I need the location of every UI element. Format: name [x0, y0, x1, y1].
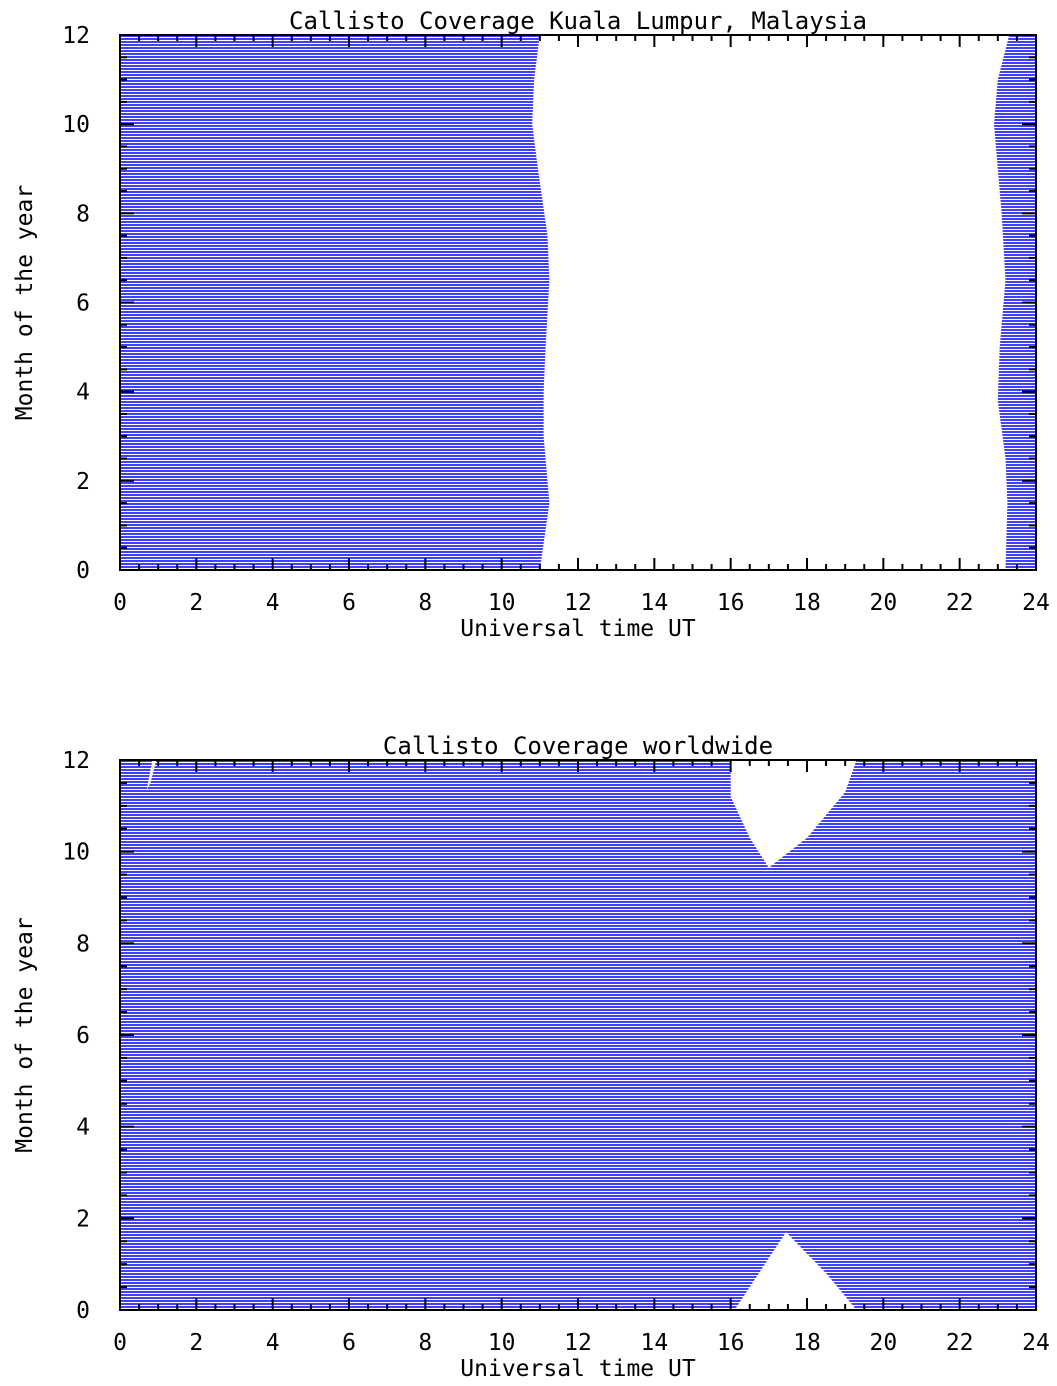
x-tick-label: 14 [640, 1330, 668, 1356]
y-tick-label: 4 [76, 1115, 90, 1141]
y-tick-label: 12 [62, 748, 90, 774]
x-tick-label: 14 [640, 590, 668, 616]
x-tick-label: 4 [266, 1330, 280, 1356]
x-tick-label: 8 [418, 590, 432, 616]
x-tick-label: 10 [488, 1330, 516, 1356]
y-tick-label: 4 [76, 380, 90, 406]
y-tick-label: 2 [76, 1206, 90, 1232]
chart-title: Callisto Coverage Kuala Lumpur, Malaysia [289, 7, 867, 35]
x-tick-label: 0 [113, 590, 127, 616]
y-tick-label: 2 [76, 469, 90, 495]
y-tick-label: 8 [76, 201, 90, 227]
y-tick-label: 0 [76, 1298, 90, 1324]
x-tick-label: 2 [189, 590, 203, 616]
y-tick-label: 10 [62, 112, 90, 138]
x-tick-label: 22 [946, 590, 974, 616]
x-tick-label: 18 [793, 1330, 821, 1356]
y-tick-label: 0 [76, 558, 90, 584]
x-axis-label: Universal time UT [460, 616, 696, 642]
x-tick-label: 12 [564, 1330, 592, 1356]
y-axis-label: Month of the year [12, 185, 38, 420]
x-tick-label: 0 [113, 1330, 127, 1356]
y-tick-label: 12 [62, 23, 90, 49]
x-tick-label: 20 [869, 1330, 897, 1356]
x-tick-label: 16 [717, 590, 745, 616]
chart-title: Callisto Coverage worldwide [383, 732, 773, 760]
x-tick-label: 22 [946, 1330, 974, 1356]
y-tick-label: 6 [76, 1023, 90, 1049]
x-axis-label: Universal time UT [460, 1356, 696, 1381]
x-tick-label: 6 [342, 1330, 356, 1356]
y-tick-label: 10 [62, 840, 90, 866]
x-tick-label: 10 [488, 590, 516, 616]
x-tick-label: 24 [1022, 590, 1050, 616]
x-tick-label: 18 [793, 590, 821, 616]
coverage-hatch [120, 760, 1036, 1308]
y-tick-label: 6 [76, 291, 90, 317]
y-axis-label: Month of the year [12, 917, 38, 1152]
x-tick-label: 24 [1022, 1330, 1050, 1356]
coverage-hatch [120, 35, 1036, 568]
x-tick-label: 2 [189, 1330, 203, 1356]
x-tick-label: 4 [266, 590, 280, 616]
x-tick-label: 20 [869, 590, 897, 616]
x-tick-label: 12 [564, 590, 592, 616]
x-tick-label: 8 [418, 1330, 432, 1356]
x-tick-label: 16 [717, 1330, 745, 1356]
y-tick-label: 8 [76, 931, 90, 957]
x-tick-label: 6 [342, 590, 356, 616]
